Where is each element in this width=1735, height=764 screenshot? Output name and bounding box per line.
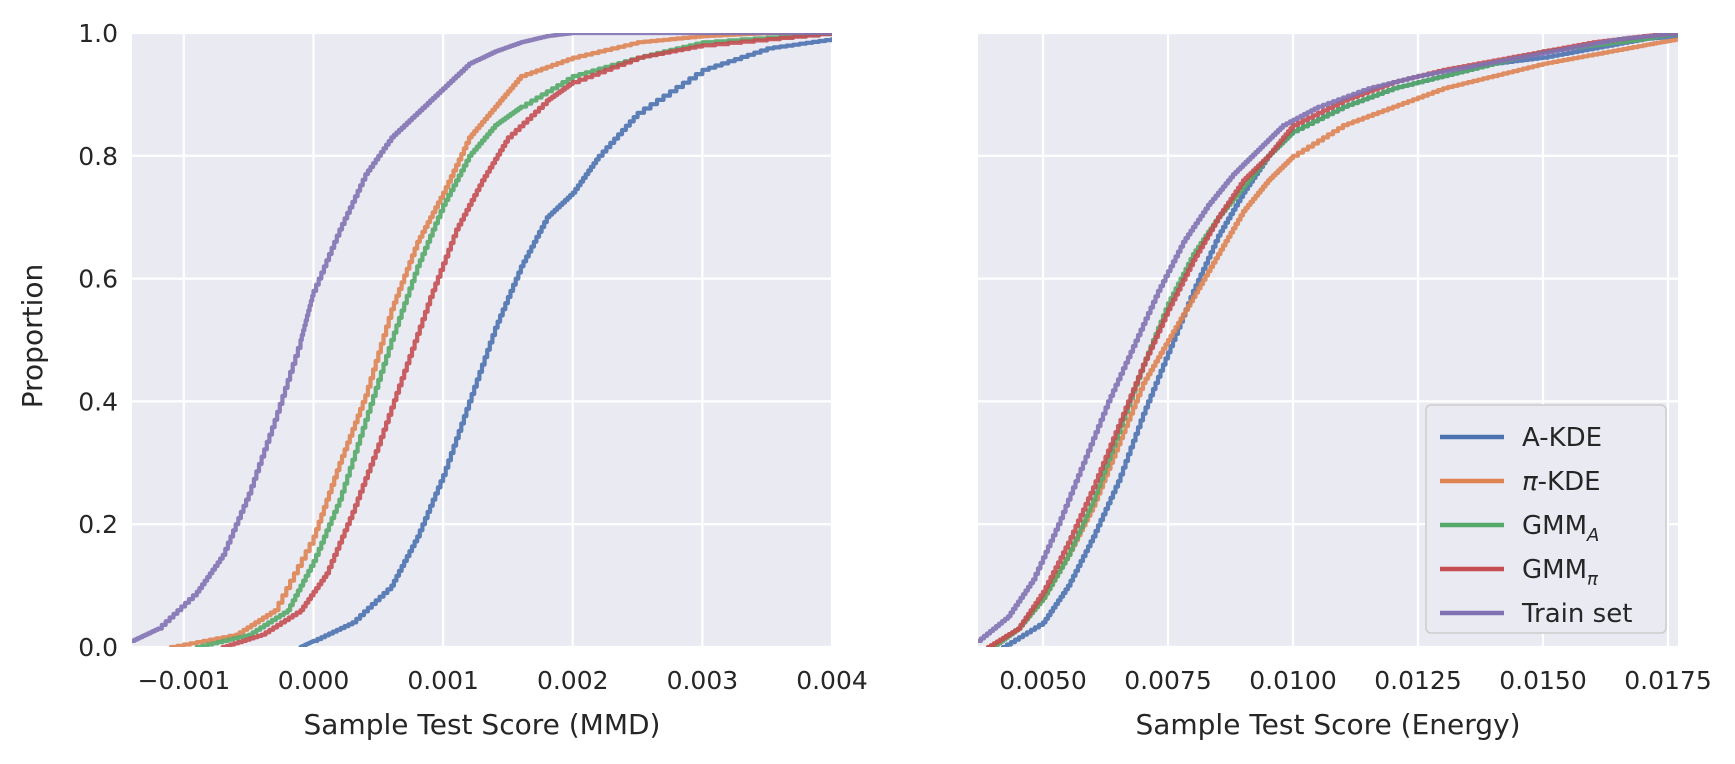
left-ytick-label: 0.6 <box>78 265 118 294</box>
right-xtick-label: 0.0050 <box>999 666 1086 695</box>
legend-label: GMMA <box>1522 511 1599 546</box>
left-xtick-label: 0.000 <box>278 666 350 695</box>
left-series-gmm-pi <box>220 33 832 647</box>
left-ytick-label: 0.0 <box>78 633 118 662</box>
right-xtick-label: 0.0125 <box>1374 666 1461 695</box>
legend-label: π-KDE <box>1522 467 1601 497</box>
left-ylabel: Proportion <box>16 264 49 408</box>
left-series--kde <box>168 33 832 647</box>
right-series-train-set <box>978 33 1678 643</box>
right-xtick-label: 0.0075 <box>1124 666 1211 695</box>
left-xtick-label: 0.002 <box>537 666 609 695</box>
legend: A-KDE π-KDE GMMA GMMπ Train set <box>1425 404 1667 634</box>
left-ytick-label: 1.0 <box>78 19 118 48</box>
left-series-gmm-a <box>194 33 832 647</box>
left-ytick-label: 0.8 <box>78 142 118 171</box>
left-plot-area <box>132 33 832 647</box>
left-ytick-label: 0.4 <box>78 387 118 416</box>
left-xtick-label: 0.004 <box>796 666 868 695</box>
right-xtick-label: 0.0100 <box>1249 666 1336 695</box>
left-xtick-label: 0.003 <box>667 666 739 695</box>
legend-box <box>1425 404 1667 634</box>
left-ytick-label: 0.2 <box>78 510 118 539</box>
right-xtick-label: 0.0175 <box>1624 666 1711 695</box>
left-xlabel: Sample Test Score (MMD) <box>304 708 661 741</box>
left-series-train-set <box>132 33 832 643</box>
legend-label: Train set <box>1521 599 1632 629</box>
left-xtick-label: −0.001 <box>138 666 231 695</box>
legend-label: GMMπ <box>1522 555 1599 590</box>
right-panel: 0.0050 0.0075 0.0100 0.0125 0.0150 0.0175 Samp… <box>978 31 1712 741</box>
left-xtick-label: 0.001 <box>407 666 479 695</box>
legend-label: A-KDE <box>1522 423 1602 453</box>
left-panel: −0.001 0.000 0.001 0.002 0.003 0.004 0.0 0.2 0.4… <box>78 19 868 741</box>
right-xtick-label: 0.0150 <box>1499 666 1586 695</box>
left-series-a-kde <box>298 37 832 647</box>
right-xlabel: Sample Test Score (Energy) <box>1135 708 1520 741</box>
